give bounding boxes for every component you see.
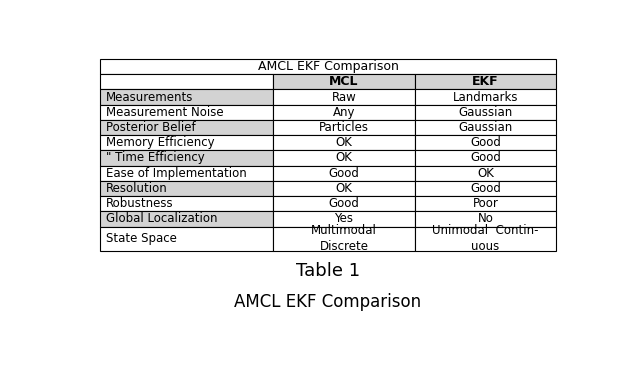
Text: Unimodal  Contin-
uous: Unimodal Contin- uous — [432, 224, 539, 253]
Bar — [415, 74, 556, 89]
Text: Poor: Poor — [472, 197, 499, 210]
Text: Gaussian: Gaussian — [458, 106, 513, 119]
Bar — [100, 150, 273, 166]
Bar — [273, 105, 415, 120]
Text: Multimodal
Discrete: Multimodal Discrete — [311, 224, 377, 253]
Text: Posterior Belief: Posterior Belief — [106, 121, 195, 134]
Bar — [100, 166, 273, 181]
Bar — [273, 135, 415, 150]
Text: OK: OK — [335, 136, 353, 149]
Bar — [273, 227, 415, 251]
Text: Any: Any — [333, 106, 355, 119]
Text: Good: Good — [470, 136, 501, 149]
Text: Good: Good — [470, 151, 501, 164]
Text: Gaussian: Gaussian — [458, 121, 513, 134]
Text: AMCL EKF Comparison: AMCL EKF Comparison — [257, 60, 399, 73]
Bar — [273, 196, 415, 211]
Bar — [415, 89, 556, 105]
Text: Measurements: Measurements — [106, 90, 193, 103]
Bar — [273, 120, 415, 135]
Bar — [100, 211, 273, 227]
Text: No: No — [477, 212, 493, 225]
Bar — [273, 74, 415, 89]
Text: Robustness: Robustness — [106, 197, 173, 210]
Text: Good: Good — [328, 167, 360, 180]
Text: OK: OK — [335, 182, 353, 195]
Text: Raw: Raw — [332, 90, 356, 103]
Bar — [100, 89, 273, 105]
Bar — [100, 135, 273, 150]
Text: AMCL EKF Comparison: AMCL EKF Comparison — [234, 294, 422, 311]
Text: Landmarks: Landmarks — [452, 90, 518, 103]
Bar — [100, 181, 273, 196]
Text: Good: Good — [328, 197, 360, 210]
Bar — [100, 120, 273, 135]
Bar — [415, 181, 556, 196]
Text: Yes: Yes — [335, 212, 353, 225]
Text: OK: OK — [335, 151, 353, 164]
Bar — [415, 105, 556, 120]
Text: State Space: State Space — [106, 232, 177, 245]
Bar — [100, 74, 273, 89]
Text: Memory Efficiency: Memory Efficiency — [106, 136, 214, 149]
Text: Ease of Implementation: Ease of Implementation — [106, 167, 246, 180]
Bar — [100, 105, 273, 120]
Bar — [415, 211, 556, 227]
Bar — [100, 227, 273, 251]
Bar — [273, 211, 415, 227]
Bar — [415, 196, 556, 211]
Text: Resolution: Resolution — [106, 182, 168, 195]
Bar — [415, 120, 556, 135]
Text: Table 1: Table 1 — [296, 262, 360, 280]
Bar — [273, 89, 415, 105]
Bar — [415, 135, 556, 150]
Text: OK: OK — [477, 167, 494, 180]
Bar — [100, 196, 273, 211]
Bar — [100, 59, 556, 74]
Bar — [273, 181, 415, 196]
Text: Measurement Noise: Measurement Noise — [106, 106, 223, 119]
Bar — [415, 227, 556, 251]
Text: EKF: EKF — [472, 75, 499, 88]
Bar — [415, 166, 556, 181]
Bar — [415, 150, 556, 166]
Text: " Time Efficiency: " Time Efficiency — [106, 151, 205, 164]
Text: MCL: MCL — [329, 75, 359, 88]
Text: Good: Good — [470, 182, 501, 195]
Bar — [273, 166, 415, 181]
Text: Particles: Particles — [319, 121, 369, 134]
Text: Global Localization: Global Localization — [106, 212, 218, 225]
Bar — [273, 150, 415, 166]
